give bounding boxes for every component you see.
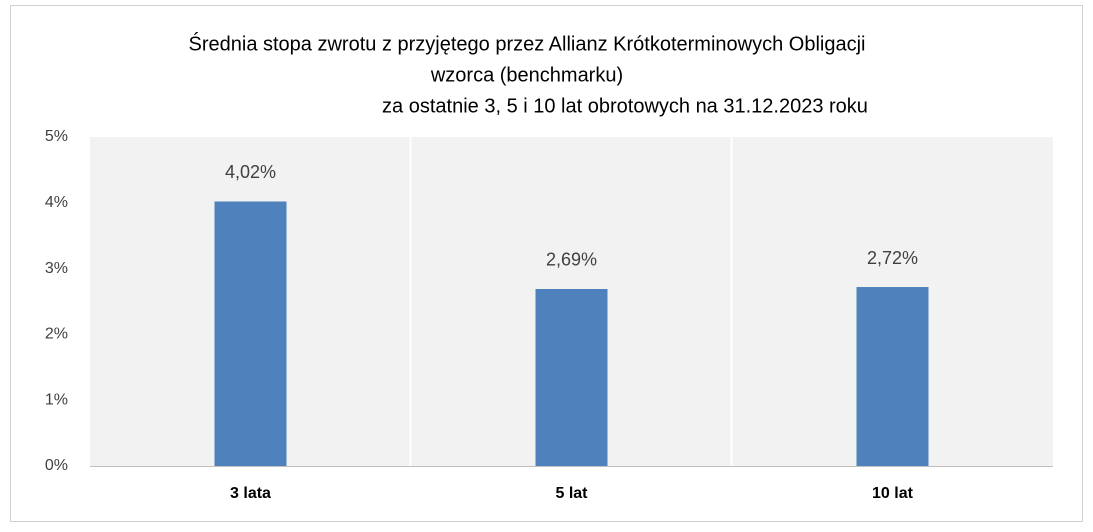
y-tick-label: 4% xyxy=(45,194,68,211)
x-tick-label: 3 lata xyxy=(230,485,271,502)
x-tick-label: 10 lat xyxy=(872,485,914,502)
y-tick-label: 3% xyxy=(45,260,68,277)
x-tick-label: 5 lat xyxy=(555,485,588,502)
y-tick-label: 5% xyxy=(45,128,68,145)
bar xyxy=(856,287,929,466)
data-label: 2,72% xyxy=(867,248,918,268)
bar xyxy=(214,201,287,466)
chart-title: Średnia stopa zwrotu z przyjętego przez … xyxy=(189,31,866,55)
chart-title: wzorca (benchmarku) xyxy=(430,64,623,86)
bar xyxy=(535,288,608,466)
data-label: 2,69% xyxy=(546,250,597,270)
y-tick-label: 0% xyxy=(45,457,68,474)
y-tick-label: 1% xyxy=(45,391,68,408)
chart-title: za ostatnie 3, 5 i 10 lat obrotowych na … xyxy=(382,95,868,117)
data-label: 4,02% xyxy=(225,162,276,182)
y-tick-label: 2% xyxy=(45,326,68,343)
